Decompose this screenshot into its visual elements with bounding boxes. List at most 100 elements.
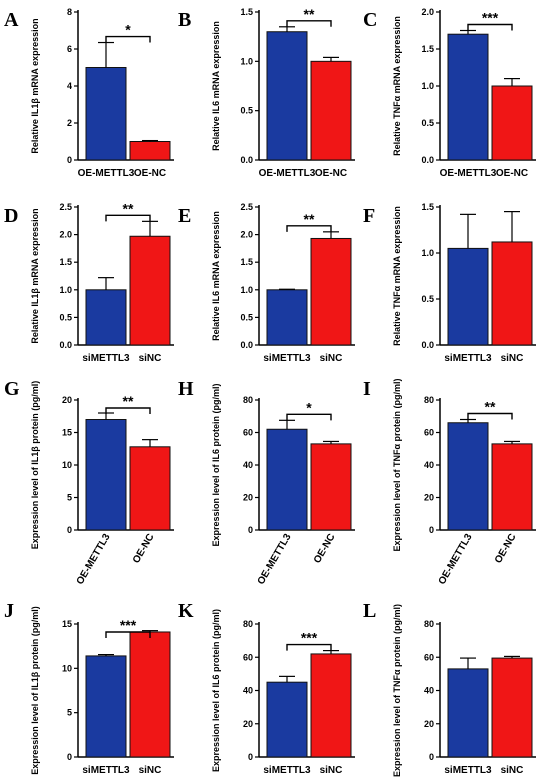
y-tick-label: 10 <box>62 460 72 470</box>
y-tick-label: 0 <box>67 155 72 165</box>
y-axis-label: Expression level of TNFα protein (pg/ml) <box>392 604 402 777</box>
y-tick-label: 0.0 <box>240 340 253 350</box>
category-label: OE-NC <box>134 168 166 179</box>
significance-label: *** <box>301 630 318 646</box>
bar-control <box>310 237 352 346</box>
bar-control <box>491 85 533 161</box>
y-tick-label: 0.0 <box>421 340 434 350</box>
y-tick-label: 15 <box>62 619 72 629</box>
bar-treatment <box>85 655 127 758</box>
y-axis-label: Expression level of IL6 protein (pg/ml) <box>211 383 221 546</box>
y-tick-label: 6 <box>67 44 72 54</box>
bar-control <box>491 241 533 346</box>
y-tick-label: 5 <box>67 493 72 503</box>
y-axis-label: Expression level of TNFα protein (pg/ml) <box>392 378 402 551</box>
bar-treatment <box>447 422 489 531</box>
y-tick-label: 80 <box>243 395 253 405</box>
category-label: siNC <box>320 765 343 776</box>
category-label: OE-METTL3 <box>437 532 475 587</box>
y-tick-label: 1.5 <box>421 44 434 54</box>
significance-bracket <box>467 412 513 420</box>
y-tick-label: 80 <box>424 395 434 405</box>
y-axis-label: Relative IL1β mRNA expression <box>30 208 40 343</box>
category-label: siMETTL3 <box>444 765 492 776</box>
panel-letter: H <box>178 378 194 400</box>
category-label: OE-NC <box>315 168 347 179</box>
significance-label: ** <box>123 393 134 409</box>
panel-e: E Relative IL6 mRNA expression 0.0 0.5 1.0 1.… <box>178 202 355 364</box>
category-label: OE-NC <box>493 532 519 565</box>
y-tick-label: 2 <box>67 118 72 128</box>
bar-treatment <box>447 247 489 346</box>
panel-letter: B <box>178 9 191 31</box>
significance-label: ** <box>304 211 315 227</box>
significance-bracket <box>105 35 151 43</box>
y-tick-label: 0.5 <box>240 106 253 116</box>
category-label: siNC <box>139 353 162 364</box>
category-label: OE-METTL3 <box>256 532 294 587</box>
y-tick-label: 40 <box>243 460 253 470</box>
y-axis-label: Relative TNFα mRNA expression <box>392 16 402 156</box>
y-tick-label: 20 <box>243 719 253 729</box>
bar-control <box>310 653 352 758</box>
significance-label: ** <box>123 200 134 216</box>
panel-g: G Expression level of IL1β protein (pg/ml… <box>4 378 174 587</box>
panel-letter: E <box>178 205 191 227</box>
significance-bracket <box>105 407 151 414</box>
panel-letter: I <box>363 378 371 400</box>
bar-treatment <box>85 419 127 531</box>
y-tick-label: 0 <box>67 752 72 762</box>
y-tick-label: 20 <box>424 719 434 729</box>
category-label: siMETTL3 <box>82 765 130 776</box>
category-label: OE-METTL3 <box>259 168 316 179</box>
y-tick-label: 1.0 <box>240 56 253 66</box>
panel-h: H Expression level of IL6 protein (pg/ml)… <box>178 378 355 587</box>
panel-letter: K <box>178 600 194 622</box>
y-tick-label: 0.0 <box>421 155 434 165</box>
y-tick-label: 0 <box>248 752 253 762</box>
bar-treatment <box>266 289 308 346</box>
panel-k: K Expression level of IL6 protein (pg/ml)… <box>178 600 355 776</box>
y-tick-label: 0.5 <box>59 312 72 322</box>
significance-bracket <box>105 214 151 222</box>
y-tick-label: 0 <box>67 525 72 535</box>
panel-j: J Expression level of IL1β protein (pg/ml… <box>4 600 174 776</box>
category-label: OE-NC <box>131 532 157 565</box>
panel-c: C Relative TNFα mRNA expression 0.0 0.5 1.0 1… <box>363 7 536 179</box>
y-tick-label: 1.0 <box>421 248 434 258</box>
y-tick-label: 1.5 <box>240 7 253 17</box>
panel-letter: L <box>363 600 376 622</box>
bar-control <box>491 443 533 531</box>
category-label: OE-METTL3 <box>440 168 497 179</box>
y-tick-label: 20 <box>243 493 253 503</box>
y-tick-label: 4 <box>67 81 72 91</box>
bar-control <box>129 235 171 346</box>
y-tick-label: 80 <box>424 619 434 629</box>
y-tick-label: 2.0 <box>59 230 72 240</box>
significance-label: * <box>125 22 131 38</box>
panel-letter: D <box>4 205 18 227</box>
panel-letter: J <box>4 600 14 622</box>
category-label: siMETTL3 <box>263 765 311 776</box>
category-label: siNC <box>501 765 524 776</box>
panel-l: L Expression level of TNFα protein (pg/ml… <box>363 600 536 777</box>
y-tick-label: 20 <box>62 395 72 405</box>
y-tick-label: 2.0 <box>421 7 434 17</box>
y-tick-label: 1.0 <box>59 285 72 295</box>
y-tick-label: 1.0 <box>240 285 253 295</box>
significance-label: ** <box>485 399 496 415</box>
y-tick-label: 2.5 <box>240 202 253 212</box>
bar-treatment <box>447 668 489 758</box>
y-tick-label: 80 <box>243 619 253 629</box>
panel-letter: A <box>4 9 19 31</box>
panel-letter: G <box>4 378 20 400</box>
bar-control <box>491 657 533 758</box>
bar-control <box>310 443 352 531</box>
bar-treatment <box>266 681 308 758</box>
significance-bracket <box>286 643 332 651</box>
y-tick-label: 0.5 <box>421 294 434 304</box>
y-tick-label: 15 <box>62 428 72 438</box>
bar-control <box>310 60 352 161</box>
y-tick-label: 0.0 <box>59 340 72 350</box>
